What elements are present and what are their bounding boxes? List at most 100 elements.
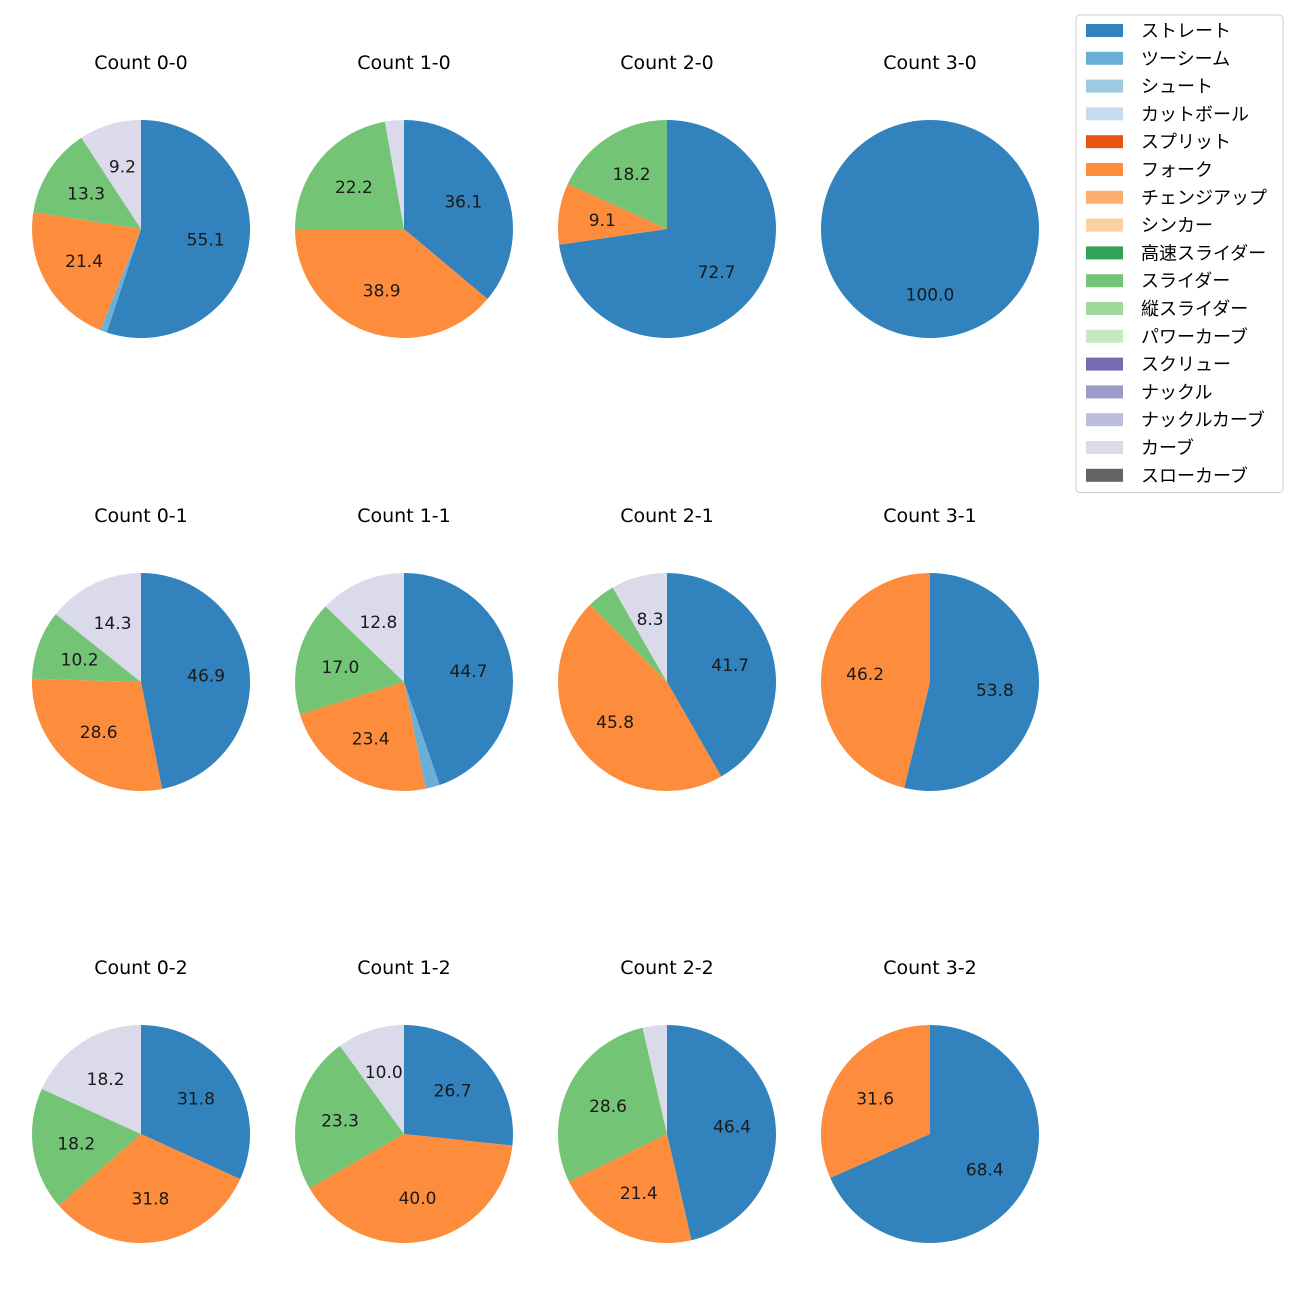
legend-frame bbox=[1075, 14, 1284, 494]
pie-slice bbox=[821, 120, 1039, 338]
pie-slice bbox=[141, 1025, 250, 1180]
legend-swatch bbox=[1086, 107, 1123, 121]
pie-slice bbox=[384, 120, 404, 229]
pie-panel: Count 3-0 100.0 bbox=[821, 52, 1039, 338]
pie-slice bbox=[141, 573, 251, 789]
slice-value-label: 9.2 bbox=[109, 157, 136, 177]
legend-label: 高速スライダー bbox=[1141, 243, 1266, 264]
legend-swatch bbox=[1086, 190, 1123, 204]
pie-panel: Count 1-0 36.1 38.9 22.2 bbox=[295, 52, 514, 339]
pie-slice bbox=[33, 137, 142, 229]
pie-title: Count 1-0 bbox=[357, 52, 451, 74]
legend-label: ナックル bbox=[1141, 382, 1212, 403]
pie-panel: Count 0-0 55.1 21.4 13.39.2 bbox=[31, 52, 251, 338]
legend-label: 縦スライダー bbox=[1141, 299, 1248, 320]
pie-slice bbox=[339, 1025, 404, 1134]
pie-slice bbox=[558, 183, 667, 245]
slice-value-label: 18.2 bbox=[57, 1134, 95, 1154]
slice-value-label: 10.0 bbox=[365, 1063, 403, 1083]
pie-slice bbox=[642, 1025, 667, 1134]
pie-slice bbox=[32, 1088, 141, 1206]
pie-panel: Count 1-2 26.7 40.0 23.3 10.0 bbox=[295, 957, 514, 1243]
legend-swatch bbox=[1086, 218, 1123, 232]
pie-slice bbox=[589, 587, 667, 682]
slice-value-label: 46.4 bbox=[713, 1118, 751, 1138]
legend-label: シンカー bbox=[1141, 216, 1213, 237]
slice-value-label: 100.0 bbox=[906, 285, 955, 305]
slice-value-label: 46.2 bbox=[846, 665, 884, 685]
slice-value-label: 17.0 bbox=[321, 658, 359, 678]
slice-value-label: 14.3 bbox=[94, 614, 132, 634]
pie-title: Count 3-2 bbox=[883, 957, 977, 979]
legend-swatch bbox=[1086, 51, 1123, 65]
slice-value-label: 68.4 bbox=[966, 1161, 1004, 1181]
slice-value-label: 26.7 bbox=[434, 1081, 472, 1101]
legend-label: シュート bbox=[1141, 77, 1213, 98]
slice-value-label: 31.6 bbox=[856, 1089, 894, 1109]
slice-value-label: 18.2 bbox=[87, 1070, 125, 1090]
pie-title: Count 0-1 bbox=[94, 505, 188, 527]
pie-slice bbox=[667, 1025, 776, 1241]
legend-label: スクリュー bbox=[1141, 355, 1231, 376]
slice-value-label: 21.4 bbox=[65, 252, 103, 272]
pie-slice bbox=[106, 120, 251, 338]
pie-slice bbox=[404, 682, 440, 789]
pie-panel: Count 3-2 68.4 31.6 bbox=[820, 957, 1039, 1243]
legend: ストレートツーシームシュートカットボールスプリットフォークチェンジアップシンカー… bbox=[1075, 14, 1284, 494]
legend-swatch bbox=[1086, 302, 1123, 315]
legend-label: カットボール bbox=[1141, 104, 1249, 125]
pie-title: Count 2-2 bbox=[620, 957, 714, 979]
legend-swatch bbox=[1086, 329, 1123, 343]
slice-value-label: 44.7 bbox=[450, 662, 488, 682]
pie-panel: Count 0-1 46.9 28.6 10.2 14.3 bbox=[31, 505, 251, 792]
slice-value-label: 28.6 bbox=[589, 1097, 627, 1117]
pie-slice bbox=[612, 573, 667, 682]
pie-title: Count 0-0 bbox=[94, 52, 188, 74]
pie-slice bbox=[820, 1025, 930, 1178]
pie-title: Count 2-1 bbox=[620, 505, 714, 527]
pie-title: Count 2-0 bbox=[620, 52, 714, 74]
pie-panel: Count 0-2 31.8 31.8 18.2 18.2 bbox=[32, 957, 250, 1243]
pie-slice bbox=[404, 573, 513, 786]
slice-value-label: 41.7 bbox=[711, 656, 749, 676]
pie-panel: Count 2-0 72.7 9.1 18.2 bbox=[558, 52, 777, 338]
pie-slice bbox=[100, 229, 141, 333]
pie-panel: Count 1-1 44.7 23.4 17.0 12.8 bbox=[295, 505, 513, 791]
pie-slice bbox=[41, 1025, 141, 1134]
legend-label: スプリット bbox=[1141, 132, 1231, 153]
pie-slice bbox=[299, 682, 426, 791]
legend-label: カーブ bbox=[1141, 437, 1194, 459]
legend-swatch bbox=[1086, 246, 1123, 260]
pie-slice bbox=[567, 120, 667, 229]
slice-value-label: 46.9 bbox=[187, 667, 225, 687]
pie-slice bbox=[295, 1045, 404, 1189]
pie-slice bbox=[295, 121, 404, 229]
legend-swatch bbox=[1086, 357, 1123, 371]
legend-label: ストレート bbox=[1141, 21, 1231, 42]
legend-swatch bbox=[1086, 135, 1123, 149]
slice-value-label: 18.2 bbox=[613, 165, 651, 185]
pie-slice bbox=[81, 120, 141, 229]
pie-slice bbox=[295, 606, 404, 715]
pie-slice bbox=[32, 614, 141, 682]
pie-title: Count 0-2 bbox=[94, 957, 188, 979]
legend-swatch bbox=[1086, 385, 1123, 399]
legend-label: ナックルカーブ bbox=[1141, 409, 1265, 431]
slice-value-label: 23.4 bbox=[352, 729, 390, 749]
pie-slice bbox=[404, 1025, 514, 1146]
legend-label: チェンジアップ bbox=[1141, 188, 1267, 209]
legend-swatch bbox=[1086, 468, 1123, 482]
pie-panel: Count 2-2 46.4 21.4 28.6 bbox=[557, 957, 776, 1243]
pie-slice bbox=[830, 1025, 1039, 1243]
pie-slice bbox=[55, 573, 141, 682]
pie-title: Count 3-0 bbox=[883, 52, 977, 74]
slice-value-label: 38.9 bbox=[363, 282, 401, 302]
pie-slice bbox=[325, 573, 404, 682]
pie-slice bbox=[820, 572, 930, 788]
slice-value-label: 40.0 bbox=[399, 1189, 437, 1209]
legend-label: パワーカーブ bbox=[1141, 326, 1248, 348]
slice-value-label: 31.8 bbox=[131, 1190, 169, 1210]
legend-swatch bbox=[1086, 163, 1123, 176]
slice-value-label: 53.8 bbox=[976, 681, 1014, 701]
